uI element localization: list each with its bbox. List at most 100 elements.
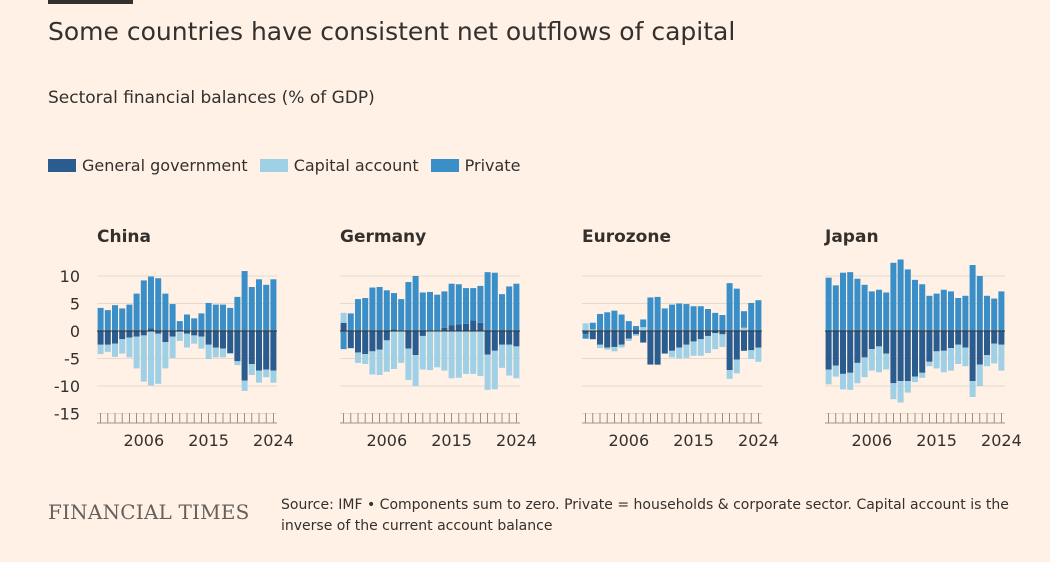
bar-eurozone-capital-account [733, 359, 740, 374]
bar-eurozone-capital-account [604, 347, 611, 350]
bar-germany-capital-account [470, 331, 477, 374]
bar-germany-private [398, 299, 405, 331]
bar-germany-private [491, 272, 498, 331]
bar-japan-capital-account [876, 346, 882, 373]
bar-eurozone-capital-account [640, 327, 647, 331]
bar-eurozone-capital-account [697, 339, 704, 356]
bar-eurozone-private [582, 334, 589, 339]
bar-china-capital-account [263, 369, 270, 378]
bar-japan-private [876, 289, 882, 331]
bar-japan-private [883, 292, 890, 331]
bar-japan-capital-account [883, 353, 890, 370]
bar-germany-private [419, 292, 426, 331]
bar-japan-capital-account [984, 355, 990, 367]
bar-japan-private [832, 285, 839, 331]
bar-eurozone-private [683, 304, 690, 331]
bar-eurozone-capital-account [633, 334, 639, 336]
bar-eurozone-private [690, 306, 697, 331]
bar-eurozone-general-government [748, 331, 755, 351]
bar-japan-general-government [876, 331, 882, 347]
bar-japan-capital-account [948, 348, 954, 371]
bar-germany-private [484, 272, 491, 331]
bar-china-capital-account [220, 348, 226, 358]
bar-china-general-government [140, 331, 147, 336]
bar-japan-capital-account [840, 373, 846, 390]
x-tick-label: 2015 [188, 431, 229, 450]
bar-japan-private [969, 265, 976, 331]
bar-japan-general-government [868, 331, 875, 350]
bar-japan-capital-account [825, 369, 832, 385]
panel-title-china: China [97, 227, 151, 247]
legend-swatch-capital-account [259, 159, 288, 172]
bar-japan-capital-account [912, 376, 918, 383]
bar-china-capital-account [241, 380, 248, 391]
bar-eurozone-general-government [726, 331, 733, 371]
bar-eurozone-private [618, 314, 625, 331]
bar-china-capital-account [198, 336, 205, 349]
bar-eurozone-private [733, 288, 740, 331]
bar-china-private [104, 310, 111, 331]
bar-germany-general-government [491, 331, 498, 351]
bar-eurozone-private [611, 310, 618, 331]
bar-japan-private [933, 293, 940, 331]
bar-germany-general-government [405, 331, 412, 349]
bar-japan-capital-account [904, 381, 911, 393]
bar-china-capital-account [155, 333, 162, 384]
bar-japan-private [825, 277, 832, 331]
bar-eurozone-general-government [676, 331, 683, 348]
bar-germany-capital-account [383, 340, 390, 372]
bar-eurozone-general-government [647, 331, 654, 365]
y-tick-label: -15 [54, 405, 80, 424]
bar-germany-general-government [499, 331, 505, 345]
bar-eurozone-capital-account [597, 344, 603, 349]
bar-eurozone-private [755, 300, 762, 331]
bar-japan-general-government [962, 331, 969, 348]
bar-china-capital-account [119, 339, 126, 354]
bar-japan-general-government [919, 331, 926, 373]
bar-japan-capital-account [926, 361, 933, 367]
bar-china-private [112, 305, 118, 331]
bar-japan-private [912, 279, 918, 331]
bar-eurozone-capital-account [676, 347, 683, 359]
bar-germany-capital-account [513, 346, 520, 379]
bar-japan-general-government [854, 331, 861, 363]
bar-japan-private [904, 269, 911, 331]
bar-germany-general-government [448, 325, 455, 331]
bar-japan-general-government [883, 331, 890, 354]
bar-eurozone-general-government [733, 331, 740, 360]
bar-germany-private [369, 287, 376, 331]
bar-china-capital-account [162, 342, 169, 369]
bar-china-private [220, 304, 226, 331]
bar-eurozone-general-government [690, 331, 697, 342]
legend-item-capital-account: Capital account [259, 156, 419, 175]
bar-japan-private [890, 262, 897, 331]
bar-eurozone-private [748, 302, 755, 331]
bar-china-general-government [155, 331, 162, 334]
bar-japan-private [998, 291, 1005, 331]
bar-eurozone-general-government [604, 331, 611, 348]
bar-japan-capital-account [919, 372, 926, 378]
bar-china-general-government [248, 331, 255, 364]
bar-japan-general-government [912, 331, 918, 377]
x-tick-label: 2024 [253, 431, 294, 450]
bar-china-private [205, 302, 212, 331]
bar-japan-private [847, 272, 854, 331]
bar-germany-capital-account [506, 344, 513, 376]
bar-japan-general-government [940, 331, 947, 351]
bar-germany-private [506, 286, 513, 331]
bar-germany-general-government [362, 331, 369, 355]
bar-germany-general-government [419, 331, 426, 336]
bar-germany-general-government [347, 331, 354, 349]
bar-japan-general-government [926, 331, 933, 362]
bar-japan-private [897, 259, 904, 331]
bar-germany-private [340, 331, 347, 350]
bar-germany-capital-account [355, 352, 361, 363]
bar-china-general-government [263, 331, 270, 370]
bar-germany-general-government [383, 331, 390, 341]
bar-eurozone-private [597, 313, 603, 331]
bar-germany-capital-account [441, 331, 448, 371]
bar-japan-general-government [984, 331, 990, 356]
x-tick-label: 2006 [608, 431, 649, 450]
bar-china-general-government [234, 331, 241, 362]
bar-germany-general-government [441, 327, 448, 331]
